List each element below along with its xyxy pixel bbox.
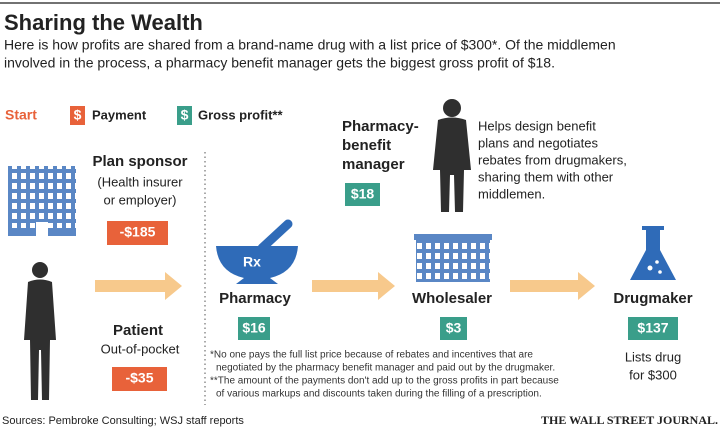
node-label: Drugmaker (613, 290, 692, 307)
icon-part (658, 270, 662, 274)
footnote: *No one pays the full list price because… (210, 350, 533, 361)
amount: $137 (637, 320, 668, 336)
node-label: Patient (113, 322, 163, 339)
amount-box (440, 317, 467, 340)
legend-label: Payment (92, 107, 147, 122)
legend-icon: $ (181, 107, 189, 123)
arrow (312, 272, 395, 300)
node-label: benefit (342, 137, 391, 154)
icon-part (24, 279, 56, 400)
title: Sharing the Wealth (4, 10, 203, 35)
building-icon (8, 166, 76, 236)
amount-box (238, 317, 270, 340)
person-icon (433, 99, 471, 212)
legend-icon: $ (74, 107, 82, 123)
icon-part (216, 246, 298, 284)
person-icon (24, 262, 56, 400)
icon-part (655, 260, 659, 264)
icon-part (414, 234, 492, 240)
amount-box (628, 317, 678, 340)
legend-start: Start (5, 107, 37, 123)
footnote: of various markups and discounts taken d… (216, 389, 542, 400)
subtitle-line: Here is how profits are shared from a br… (4, 37, 616, 53)
amount-box (345, 183, 380, 206)
icon-part (647, 265, 653, 271)
footnote: negotiated by the pharmacy benefit manag… (216, 363, 555, 374)
amount-box (112, 367, 167, 391)
subtitle-line: involved in the process, a pharmacy bene… (4, 55, 555, 71)
node-description: (Health insurer (97, 174, 183, 189)
brand: THE WALL STREET JOURNAL. (541, 413, 718, 427)
node-description: or employer) (104, 192, 177, 207)
node-label: Pharmacy (219, 290, 291, 307)
legend-swatch (70, 106, 85, 125)
node-note: for $300 (629, 367, 677, 382)
node-description: rebates from drugmakers, (478, 152, 627, 167)
icon-part (32, 262, 48, 278)
mortar-icon (216, 219, 298, 284)
building-icon (414, 234, 492, 282)
node-label: Wholesaler (412, 290, 492, 307)
amount: $16 (242, 320, 266, 336)
source: Sources: Pembroke Consulting; WSJ staff … (2, 415, 244, 427)
icon-part (36, 222, 48, 236)
amount: -$35 (125, 370, 153, 386)
legend-label: Gross profit** (198, 107, 283, 122)
icon-part (257, 219, 293, 253)
icon-part (433, 117, 471, 212)
flask-icon (630, 226, 676, 280)
amount-box (107, 221, 168, 245)
amount: -$185 (120, 224, 156, 240)
icon-part (630, 226, 676, 280)
node-description: middlemen. (478, 186, 545, 201)
arrow (95, 272, 182, 300)
node-description: Out-of-pocket (101, 341, 180, 356)
node-note: Lists drug (625, 349, 681, 364)
node-description: plans and negotiates (478, 135, 598, 150)
icon-part (443, 99, 461, 117)
icon-text: Rx (243, 254, 261, 270)
node-label: Plan sponsor (92, 153, 187, 170)
amount: $18 (351, 186, 375, 202)
icon-part (8, 166, 76, 228)
amount: $3 (446, 320, 462, 336)
node-label: Pharmacy- (342, 118, 419, 135)
icon-part (416, 242, 490, 280)
legend-swatch (177, 106, 192, 125)
node-label: manager (342, 156, 405, 173)
node-description: sharing them with other (478, 169, 614, 184)
footnote: **The amount of the payments don't add u… (210, 376, 559, 387)
arrow (510, 272, 595, 300)
node-description: Helps design benefit (478, 118, 596, 133)
